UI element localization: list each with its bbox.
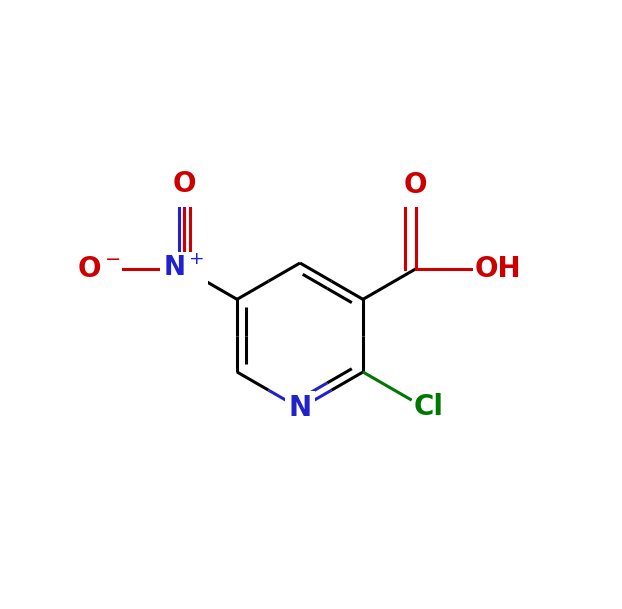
Text: O: O bbox=[404, 171, 427, 199]
Text: N$^+$: N$^+$ bbox=[164, 256, 205, 282]
Text: O$^-$: O$^-$ bbox=[77, 255, 121, 283]
Text: OH: OH bbox=[475, 255, 521, 283]
Text: N: N bbox=[289, 395, 312, 423]
Text: O: O bbox=[172, 169, 196, 197]
Text: Cl: Cl bbox=[414, 393, 444, 421]
